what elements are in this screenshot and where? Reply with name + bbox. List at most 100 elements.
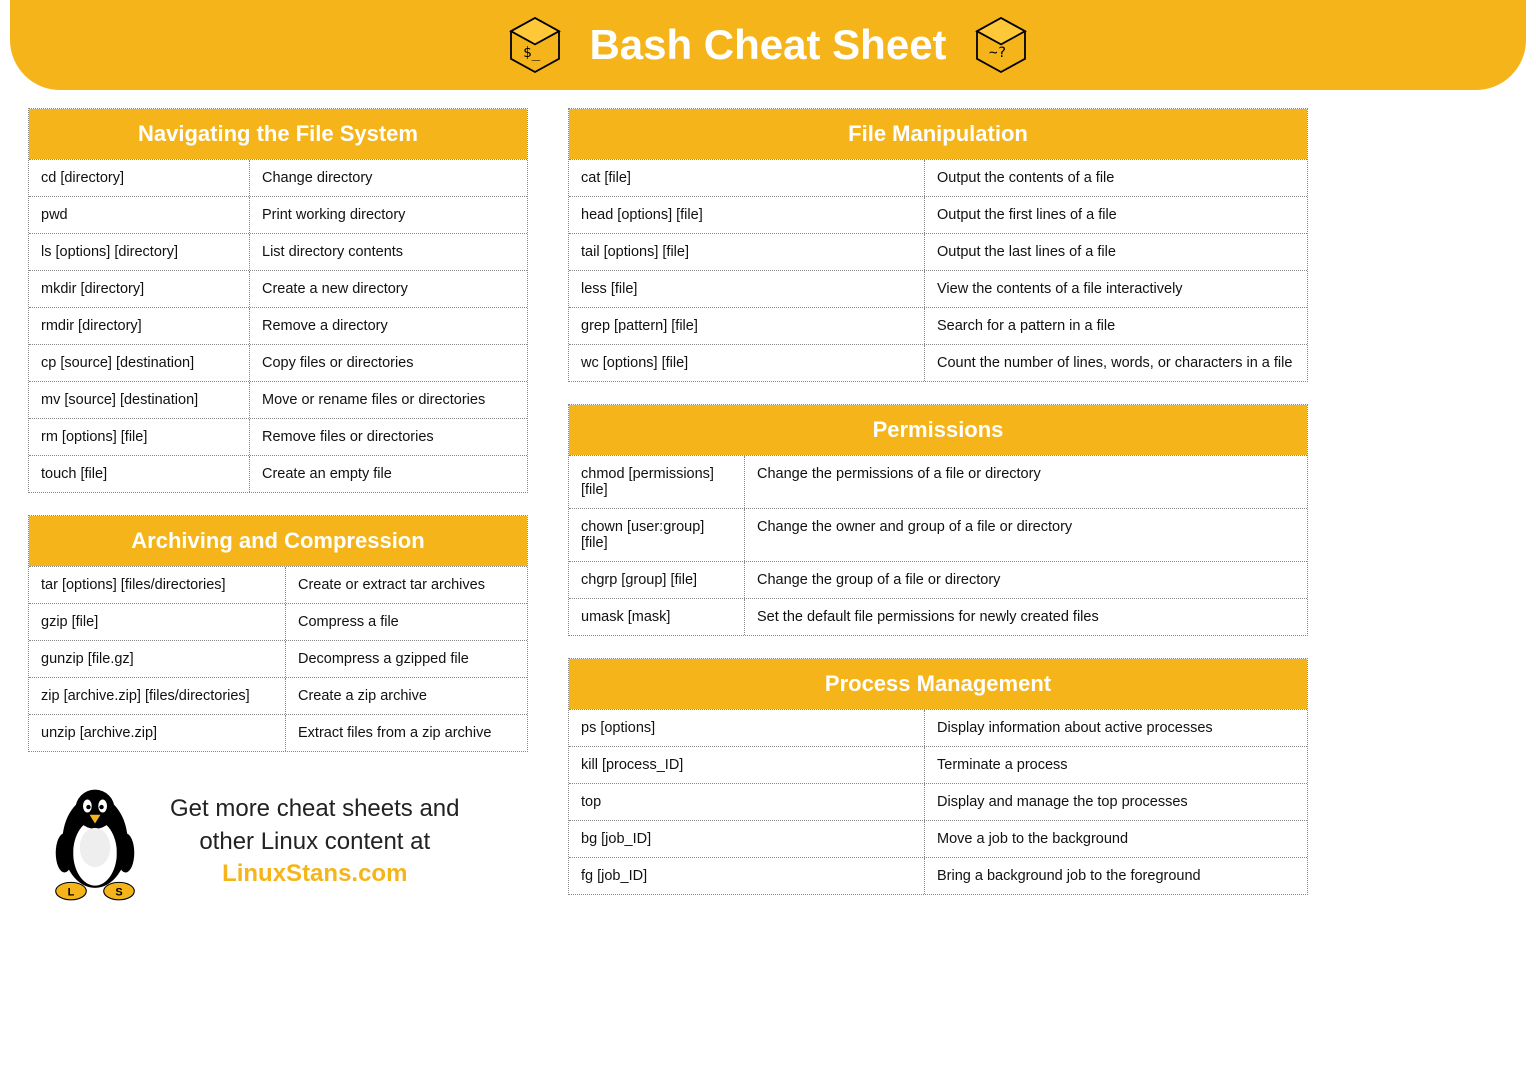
command-cell: mkdir [directory] (29, 271, 249, 307)
table-row: touch [file]Create an empty file (29, 455, 527, 492)
command-cell: fg [job_ID] (569, 858, 924, 894)
description-cell: Count the number of lines, words, or cha… (924, 345, 1307, 381)
table-row: unzip [archive.zip]Extract files from a … (29, 714, 527, 751)
command-cell: rm [options] [file] (29, 419, 249, 455)
description-cell: Output the last lines of a file (924, 234, 1307, 270)
description-cell: Move or rename files or directories (249, 382, 527, 418)
section-header: Process Management (569, 659, 1307, 709)
description-cell: Set the default file permissions for new… (744, 599, 1307, 635)
command-cell: zip [archive.zip] [files/directories] (29, 678, 285, 714)
table-row: umask [mask]Set the default file permiss… (569, 598, 1307, 635)
description-cell: Extract files from a zip archive (285, 715, 527, 751)
description-cell: Terminate a process (924, 747, 1307, 783)
command-cell: cd [directory] (29, 160, 249, 196)
table-row: gzip [file]Compress a file (29, 603, 527, 640)
command-cell: tar [options] [files/directories] (29, 567, 285, 603)
description-cell: Display and manage the top processes (924, 784, 1307, 820)
table-row: wc [options] [file]Count the number of l… (569, 344, 1307, 381)
description-cell: Decompress a gzipped file (285, 641, 527, 677)
command-cell: umask [mask] (569, 599, 744, 635)
table-row: tar [options] [files/directories]Create … (29, 566, 527, 603)
table-row: zip [archive.zip] [files/directories]Cre… (29, 677, 527, 714)
description-cell: Move a job to the background (924, 821, 1307, 857)
command-cell: pwd (29, 197, 249, 233)
section-file-manipulation: File Manipulationcat [file]Output the co… (568, 108, 1308, 382)
command-cell: kill [process_ID] (569, 747, 924, 783)
table-row: topDisplay and manage the top processes (569, 783, 1307, 820)
description-cell: Change the permissions of a file or dire… (744, 456, 1307, 508)
svg-text:~?: ~? (989, 45, 1006, 61)
description-cell: Print working directory (249, 197, 527, 233)
table-row: chmod [permissions] [file]Change the per… (569, 455, 1307, 508)
table-row: grep [pattern] [file]Search for a patter… (569, 307, 1307, 344)
table-row: rmdir [directory]Remove a directory (29, 307, 527, 344)
promo-link[interactable]: LinuxStans.com (170, 858, 460, 890)
description-cell: Search for a pattern in a file (924, 308, 1307, 344)
description-cell: Create or extract tar archives (285, 567, 527, 603)
command-cell: rmdir [directory] (29, 308, 249, 344)
left-column: Navigating the File Systemcd [directory]… (28, 108, 528, 902)
command-cell: unzip [archive.zip] (29, 715, 285, 751)
description-cell: Change the owner and group of a file or … (744, 509, 1307, 561)
table-row: fg [job_ID]Bring a background job to the… (569, 857, 1307, 894)
description-cell: Change the group of a file or directory (744, 562, 1307, 598)
terminal-cube-icon: $_ (505, 15, 565, 75)
command-cell: chgrp [group] [file] (569, 562, 744, 598)
table-row: chown [user:group] [file]Change the owne… (569, 508, 1307, 561)
command-cell: ps [options] (569, 710, 924, 746)
description-cell: Output the contents of a file (924, 160, 1307, 196)
section-header: File Manipulation (569, 109, 1307, 159)
command-cell: tail [options] [file] (569, 234, 924, 270)
command-cell: mv [source] [destination] (29, 382, 249, 418)
table-row: less [file]View the contents of a file i… (569, 270, 1307, 307)
section-header: Permissions (569, 405, 1307, 455)
command-cell: bg [job_ID] (569, 821, 924, 857)
tux-penguin-icon: L S (40, 782, 150, 902)
table-row: gunzip [file.gz]Decompress a gzipped fil… (29, 640, 527, 677)
command-cell: ls [options] [directory] (29, 234, 249, 270)
table-row: mkdir [directory]Create a new directory (29, 270, 527, 307)
table-row: head [options] [file]Output the first li… (569, 196, 1307, 233)
right-column: File Manipulationcat [file]Output the co… (568, 108, 1308, 902)
table-row: cd [directory]Change directory (29, 159, 527, 196)
table-row: kill [process_ID]Terminate a process (569, 746, 1307, 783)
table-row: tail [options] [file]Output the last lin… (569, 233, 1307, 270)
table-row: bg [job_ID]Move a job to the background (569, 820, 1307, 857)
command-cell: chmod [permissions] [file] (569, 456, 744, 508)
table-row: pwdPrint working directory (29, 196, 527, 233)
section-archiving: Archiving and Compressiontar [options] [… (28, 515, 528, 752)
command-cell: gzip [file] (29, 604, 285, 640)
description-cell: Compress a file (285, 604, 527, 640)
description-cell: Display information about active process… (924, 710, 1307, 746)
command-cell: less [file] (569, 271, 924, 307)
description-cell: Create an empty file (249, 456, 527, 492)
command-cell: touch [file] (29, 456, 249, 492)
content-grid: Navigating the File Systemcd [directory]… (0, 90, 1536, 902)
command-cell: cp [source] [destination] (29, 345, 249, 381)
promo-text: Get more cheat sheets and other Linux co… (170, 793, 460, 890)
command-cell: top (569, 784, 924, 820)
description-cell: View the contents of a file interactivel… (924, 271, 1307, 307)
table-row: cat [file]Output the contents of a file (569, 159, 1307, 196)
description-cell: Remove a directory (249, 308, 527, 344)
description-cell: Change directory (249, 160, 527, 196)
description-cell: Copy files or directories (249, 345, 527, 381)
promo-footer: L S Get more cheat sheets and other Linu… (28, 774, 528, 902)
description-cell: Output the first lines of a file (924, 197, 1307, 233)
command-cell: grep [pattern] [file] (569, 308, 924, 344)
svg-text:$_: $_ (523, 45, 541, 61)
command-cell: wc [options] [file] (569, 345, 924, 381)
description-cell: List directory contents (249, 234, 527, 270)
description-cell: Remove files or directories (249, 419, 527, 455)
svg-text:S: S (115, 886, 122, 898)
command-cell: chown [user:group] [file] (569, 509, 744, 561)
table-row: ps [options]Display information about ac… (569, 709, 1307, 746)
section-navigating: Navigating the File Systemcd [directory]… (28, 108, 528, 493)
description-cell: Create a zip archive (285, 678, 527, 714)
table-row: ls [options] [directory]List directory c… (29, 233, 527, 270)
promo-line2: other Linux content at (170, 826, 460, 858)
command-cell: gunzip [file.gz] (29, 641, 285, 677)
description-cell: Bring a background job to the foreground (924, 858, 1307, 894)
table-row: cp [source] [destination]Copy files or d… (29, 344, 527, 381)
section-header: Navigating the File System (29, 109, 527, 159)
